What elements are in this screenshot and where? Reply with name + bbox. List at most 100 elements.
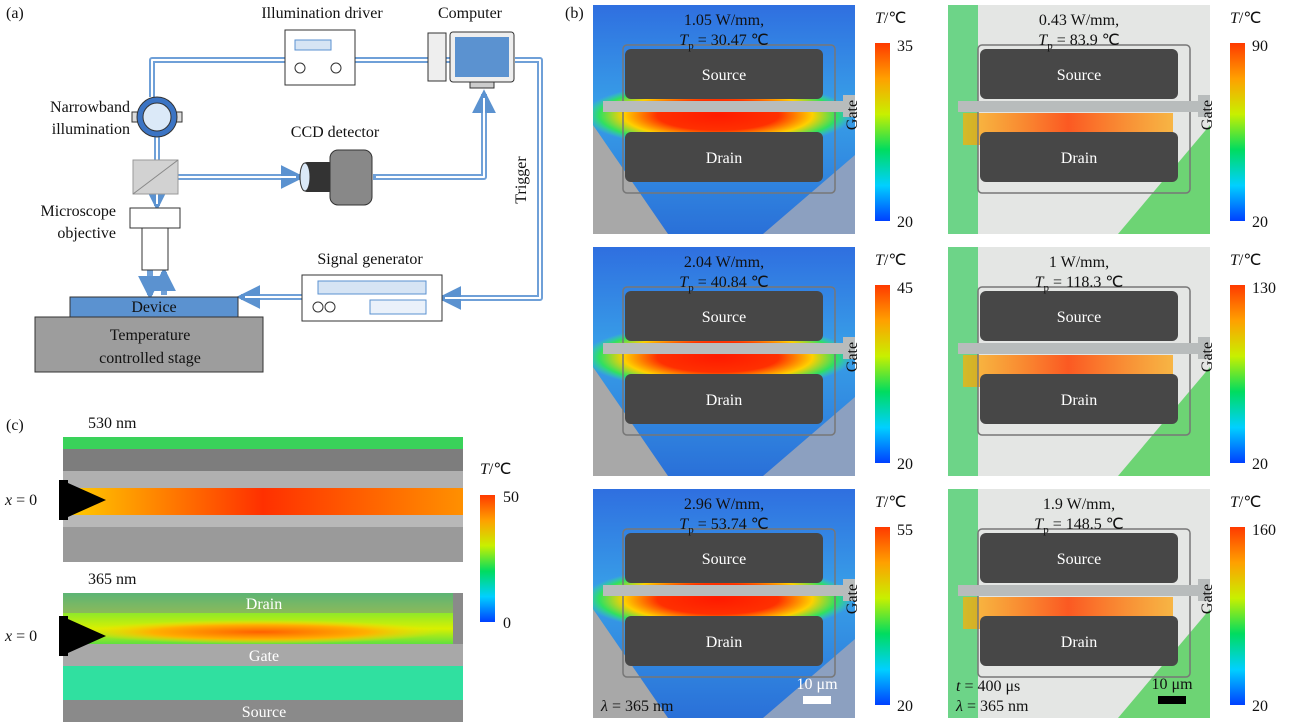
gate-label: Gate [844, 342, 861, 372]
colorbar-max: 45 [897, 280, 913, 297]
colorbar-title: T/℃ [1230, 494, 1261, 511]
panel-label: (a) [6, 5, 24, 22]
colorbar-max: 160 [1252, 522, 1276, 539]
tspan: = 0 [16, 628, 37, 645]
ccd-window [300, 163, 310, 191]
label: Gate [249, 648, 279, 665]
subscript: p [1043, 524, 1049, 536]
gate-strip [958, 343, 1200, 354]
power-label: 2.04 W/mm, [684, 254, 764, 271]
colorbar-min: 20 [1252, 456, 1268, 473]
subscript: p [688, 524, 694, 536]
gate-strip [958, 585, 1200, 596]
time: t= 400 μs [956, 678, 1020, 695]
path [373, 94, 484, 177]
unit: /℃ [1239, 494, 1261, 511]
colorbar-title: T/℃ [480, 461, 511, 478]
setup-diagram: (a) Illumination driver Computer Narrowb… [6, 5, 540, 372]
value: = 365 nm [967, 698, 1029, 715]
page: Thermoreflectance figure {"panel_a": { "… [0, 0, 1295, 722]
driver-display [295, 40, 331, 50]
subscript: p [1044, 282, 1050, 294]
figure: (a) Illumination driver Computer Narrowb… [0, 0, 1295, 722]
pad-label: Source [702, 67, 746, 84]
heat-band [80, 620, 440, 644]
generator-display [318, 281, 426, 294]
image-region [63, 666, 463, 700]
objective-body [142, 228, 168, 270]
colorbar-max: 55 [897, 522, 913, 539]
colorbar [480, 495, 495, 622]
thermal-image: SourceDrainGate1.05 W/mm,Tp= 30.47 ℃T/℃3… [583, 5, 913, 234]
rect [59, 480, 68, 520]
pad-label: Drain [706, 634, 742, 651]
symbol: λ [600, 698, 608, 715]
unit: /℃ [884, 10, 906, 27]
label: Signal generator [317, 251, 423, 268]
tspan: /℃ [489, 461, 511, 478]
pad-label: Drain [1061, 634, 1097, 651]
power-label: 1 W/mm, [1049, 254, 1109, 271]
label: Microscope [40, 203, 116, 220]
pad-label: Source [702, 551, 746, 568]
image-region [63, 449, 463, 471]
image-region [63, 437, 463, 449]
pad-label: Drain [706, 392, 742, 409]
label: CCD detector [291, 124, 380, 141]
colorbar-title: T/℃ [1230, 10, 1261, 27]
pad-label: Source [1057, 551, 1101, 568]
label: x= 0 [4, 628, 37, 645]
gate-strip [603, 585, 845, 596]
tspan: x [4, 492, 12, 509]
driver-knob [331, 63, 341, 73]
power-label: 0.43 W/mm, [1039, 12, 1119, 29]
colorbar-min: 20 [1252, 698, 1268, 715]
pad-label: Source [1057, 309, 1101, 326]
label: Source [242, 704, 286, 721]
illumination-driver [285, 30, 355, 85]
scale-bar [803, 696, 831, 704]
label: Temperature [110, 327, 191, 344]
gate-label: Gate [844, 100, 861, 130]
pad-label: Drain [1061, 150, 1097, 167]
colorbar-title: T/℃ [875, 494, 906, 511]
subscript: p [1047, 40, 1053, 52]
scale-bar [1158, 696, 1186, 704]
power-label: 1.9 W/mm, [1043, 496, 1115, 513]
colorbar-title: T/℃ [875, 252, 906, 269]
label: Drain [246, 596, 282, 613]
computer-screen [455, 37, 509, 77]
wavelength: λ= 365 nm [955, 698, 1029, 715]
colorbar [1230, 527, 1245, 705]
colorbar-min: 20 [1252, 214, 1268, 231]
colorbar [875, 43, 890, 221]
thermal-image: SourceDrainGate2.04 W/mm,Tp= 40.84 ℃T/℃4… [583, 247, 913, 476]
pad-label: Drain [1061, 392, 1097, 409]
power-label: 2.96 W/mm, [684, 496, 764, 513]
image-region [63, 515, 463, 527]
label: x= 0 [4, 492, 37, 509]
value: = 148.5 ℃ [1053, 516, 1124, 533]
objective-head [130, 208, 180, 228]
unit: /℃ [1239, 10, 1261, 27]
gate-label: Gate [1199, 100, 1216, 130]
label: 530 nm [88, 415, 137, 432]
unit: /℃ [884, 494, 906, 511]
value: = 400 μs [964, 678, 1020, 695]
colorbar-title: T/℃ [1230, 252, 1261, 269]
gate-label: Gate [1199, 342, 1216, 372]
gate-label: Gate [844, 584, 861, 614]
gate-strip [603, 343, 845, 354]
computer-tower [428, 33, 446, 81]
body: (a) Illumination driver Computer Narrowb… [0, 0, 1295, 722]
ccd-body [330, 150, 372, 205]
colorbar-min: 0 [503, 615, 511, 632]
unit: /℃ [1239, 252, 1261, 269]
subscript: p [688, 40, 694, 52]
symbol: λ [955, 698, 963, 715]
pad-label: Drain [706, 150, 742, 167]
label: 365 nm [88, 571, 137, 588]
label: illumination [52, 121, 130, 138]
value: = 30.47 ℃ [698, 32, 769, 49]
